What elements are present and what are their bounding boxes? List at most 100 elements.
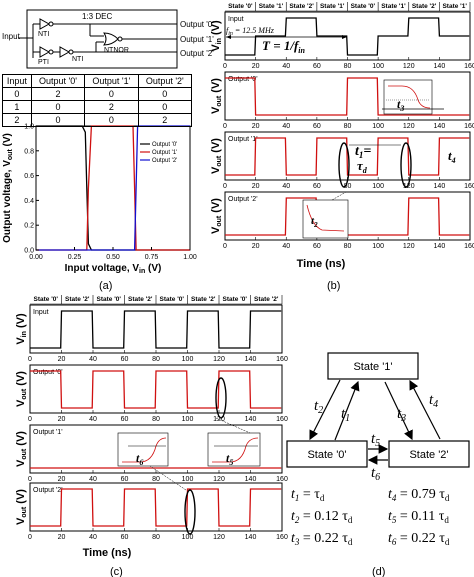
- subplot-ylabel: Vout (V): [15, 431, 28, 467]
- x-tick-label: 0: [223, 183, 227, 190]
- edge-t1: t1: [341, 406, 350, 424]
- panel-b-timing: State '0' State '1' State '2' State '1' Stat…: [210, 2, 474, 292]
- th-input: Input: [2, 74, 32, 88]
- x-tick-label: 100: [372, 123, 384, 130]
- th-output-2: Output '2': [137, 74, 193, 88]
- x-tick-label: 40: [282, 123, 290, 130]
- delay-equation: t3 = 0.22 τd: [291, 531, 353, 547]
- x-tick-label: 140: [245, 356, 257, 363]
- decoder-title: 1:3 DEC: [82, 12, 112, 21]
- x-tick-label: 40: [89, 416, 97, 423]
- truth-table-header: Input Output '0' Output '1' Output '2': [2, 74, 193, 88]
- subplot-ylabel: Vout (V): [15, 371, 28, 407]
- table-cell: 2: [84, 100, 139, 114]
- vtc-ylabel: Output voltage, Vout (V): [2, 133, 14, 243]
- caption-b: (b): [327, 280, 340, 292]
- state-label: State '1': [259, 3, 284, 10]
- waveform: [30, 488, 282, 527]
- x-tick-label: 100: [372, 243, 384, 250]
- x-tick-label: 40: [282, 63, 290, 70]
- waveform: [225, 77, 470, 116]
- x-tick-label: 80: [152, 476, 160, 483]
- table-cell: 0: [137, 100, 193, 114]
- y-tick-label: 0.6: [24, 173, 34, 180]
- vtc-xlabel: Input voltage, Vin (V): [65, 263, 162, 275]
- delay-equation: t4 = 0.79 τd: [388, 487, 450, 503]
- x-tick-label: 120: [213, 476, 225, 483]
- y-tick-label: 0.4: [24, 198, 34, 205]
- x-tick-label: 140: [434, 243, 446, 250]
- table-row: 0 2 0 0: [2, 87, 193, 101]
- gate-nti-label: NTI: [38, 31, 49, 38]
- subplot-ylabel: Vout (V): [15, 489, 28, 525]
- t5-label: t5: [226, 451, 233, 467]
- x-tick-label: 140: [245, 534, 257, 541]
- decoder-circuit: 1:3 DEC Input NTI PTI NTI NTNOR Output '…: [2, 9, 214, 69]
- x-tick-label: 160: [464, 123, 474, 130]
- x-tick-label: 0.00: [29, 254, 43, 261]
- subplot-ylabel: Vout (V): [210, 138, 223, 174]
- x-tick-label: 0: [223, 243, 227, 250]
- state-2-label: State '2': [409, 449, 448, 461]
- x-tick-label: 20: [252, 123, 260, 130]
- x-tick-label: 160: [276, 476, 288, 483]
- caption-a: (a): [99, 280, 112, 292]
- subplot-ylabel: Vout (V): [210, 78, 223, 114]
- y-tick-label: 0.0: [24, 248, 34, 255]
- table-cell: 0: [137, 87, 193, 101]
- b-xlabel: Time (ns): [297, 258, 346, 270]
- b-ellipse-t1: [338, 142, 350, 188]
- state-label: State '2': [128, 296, 153, 303]
- state-label: State '0': [351, 3, 376, 10]
- table-cell: 2: [2, 113, 32, 127]
- subplot-title: Output '2': [228, 196, 258, 203]
- x-tick-label: 100: [182, 416, 194, 423]
- gate-nti2-label: NTI: [72, 56, 83, 63]
- legend-output-2: Output '2': [152, 158, 177, 164]
- x-tick-label: 160: [464, 183, 474, 190]
- x-tick-label: 0: [28, 534, 32, 541]
- subplot-title: Output '0': [33, 369, 63, 376]
- state-label: State '0': [34, 296, 59, 303]
- caption-c: (c): [110, 566, 123, 577]
- x-tick-label: 20: [252, 183, 260, 190]
- x-tick-label: 100: [182, 534, 194, 541]
- state-label: State '2': [191, 296, 216, 303]
- subplot-ylabel: Vout (V): [210, 198, 223, 234]
- x-tick-label: 20: [58, 534, 66, 541]
- x-tick-label: 60: [313, 63, 321, 70]
- b-ellipse-t4: [400, 142, 412, 188]
- state-label: State '2': [289, 3, 314, 10]
- delay-equation: t1 = τd: [291, 487, 325, 503]
- th-output-1: Output '1': [84, 74, 139, 88]
- state-label: State '2': [412, 3, 437, 10]
- subplot-title: Output '1': [33, 429, 63, 436]
- c-ellipse-bottom: [184, 489, 196, 535]
- delay-equation: t6 = 0.22 τd: [388, 531, 450, 547]
- x-tick-label: 140: [245, 476, 257, 483]
- circuit-output-1: Output '1': [180, 35, 214, 44]
- edge-t4: t4: [429, 392, 438, 410]
- subplot-ylabel: Vin (V): [210, 20, 223, 52]
- table-cell: 0: [84, 87, 139, 101]
- edge-t5: t5: [371, 431, 380, 449]
- state-2-box: [388, 440, 470, 468]
- th-output-0: Output '0': [30, 74, 86, 88]
- x-tick-label: 120: [403, 123, 415, 130]
- state-0-label: State '0': [307, 449, 346, 461]
- edge-t2: t2: [314, 398, 323, 416]
- subplot-title: Input: [33, 309, 49, 316]
- vtc-legend: Output '0' Output '1' Output '2': [140, 142, 177, 164]
- freq-label: fin = 12.5 MHz: [226, 26, 275, 37]
- t6-label: t6: [136, 451, 143, 467]
- x-tick-label: 60: [313, 123, 321, 130]
- c-zoom-inset-right: t5: [207, 432, 261, 467]
- c-ellipse-top: [215, 377, 227, 419]
- x-tick-label: 120: [403, 183, 415, 190]
- state-diagram: State '1' State '0' State '2' t2 t1 t3 t…: [286, 352, 470, 483]
- y-tick-label: 1.0: [24, 124, 34, 131]
- table-cell: 1: [2, 100, 32, 114]
- waveform: [30, 370, 282, 409]
- x-tick-label: 0: [28, 476, 32, 483]
- period-label: T = 1/fin: [262, 38, 306, 55]
